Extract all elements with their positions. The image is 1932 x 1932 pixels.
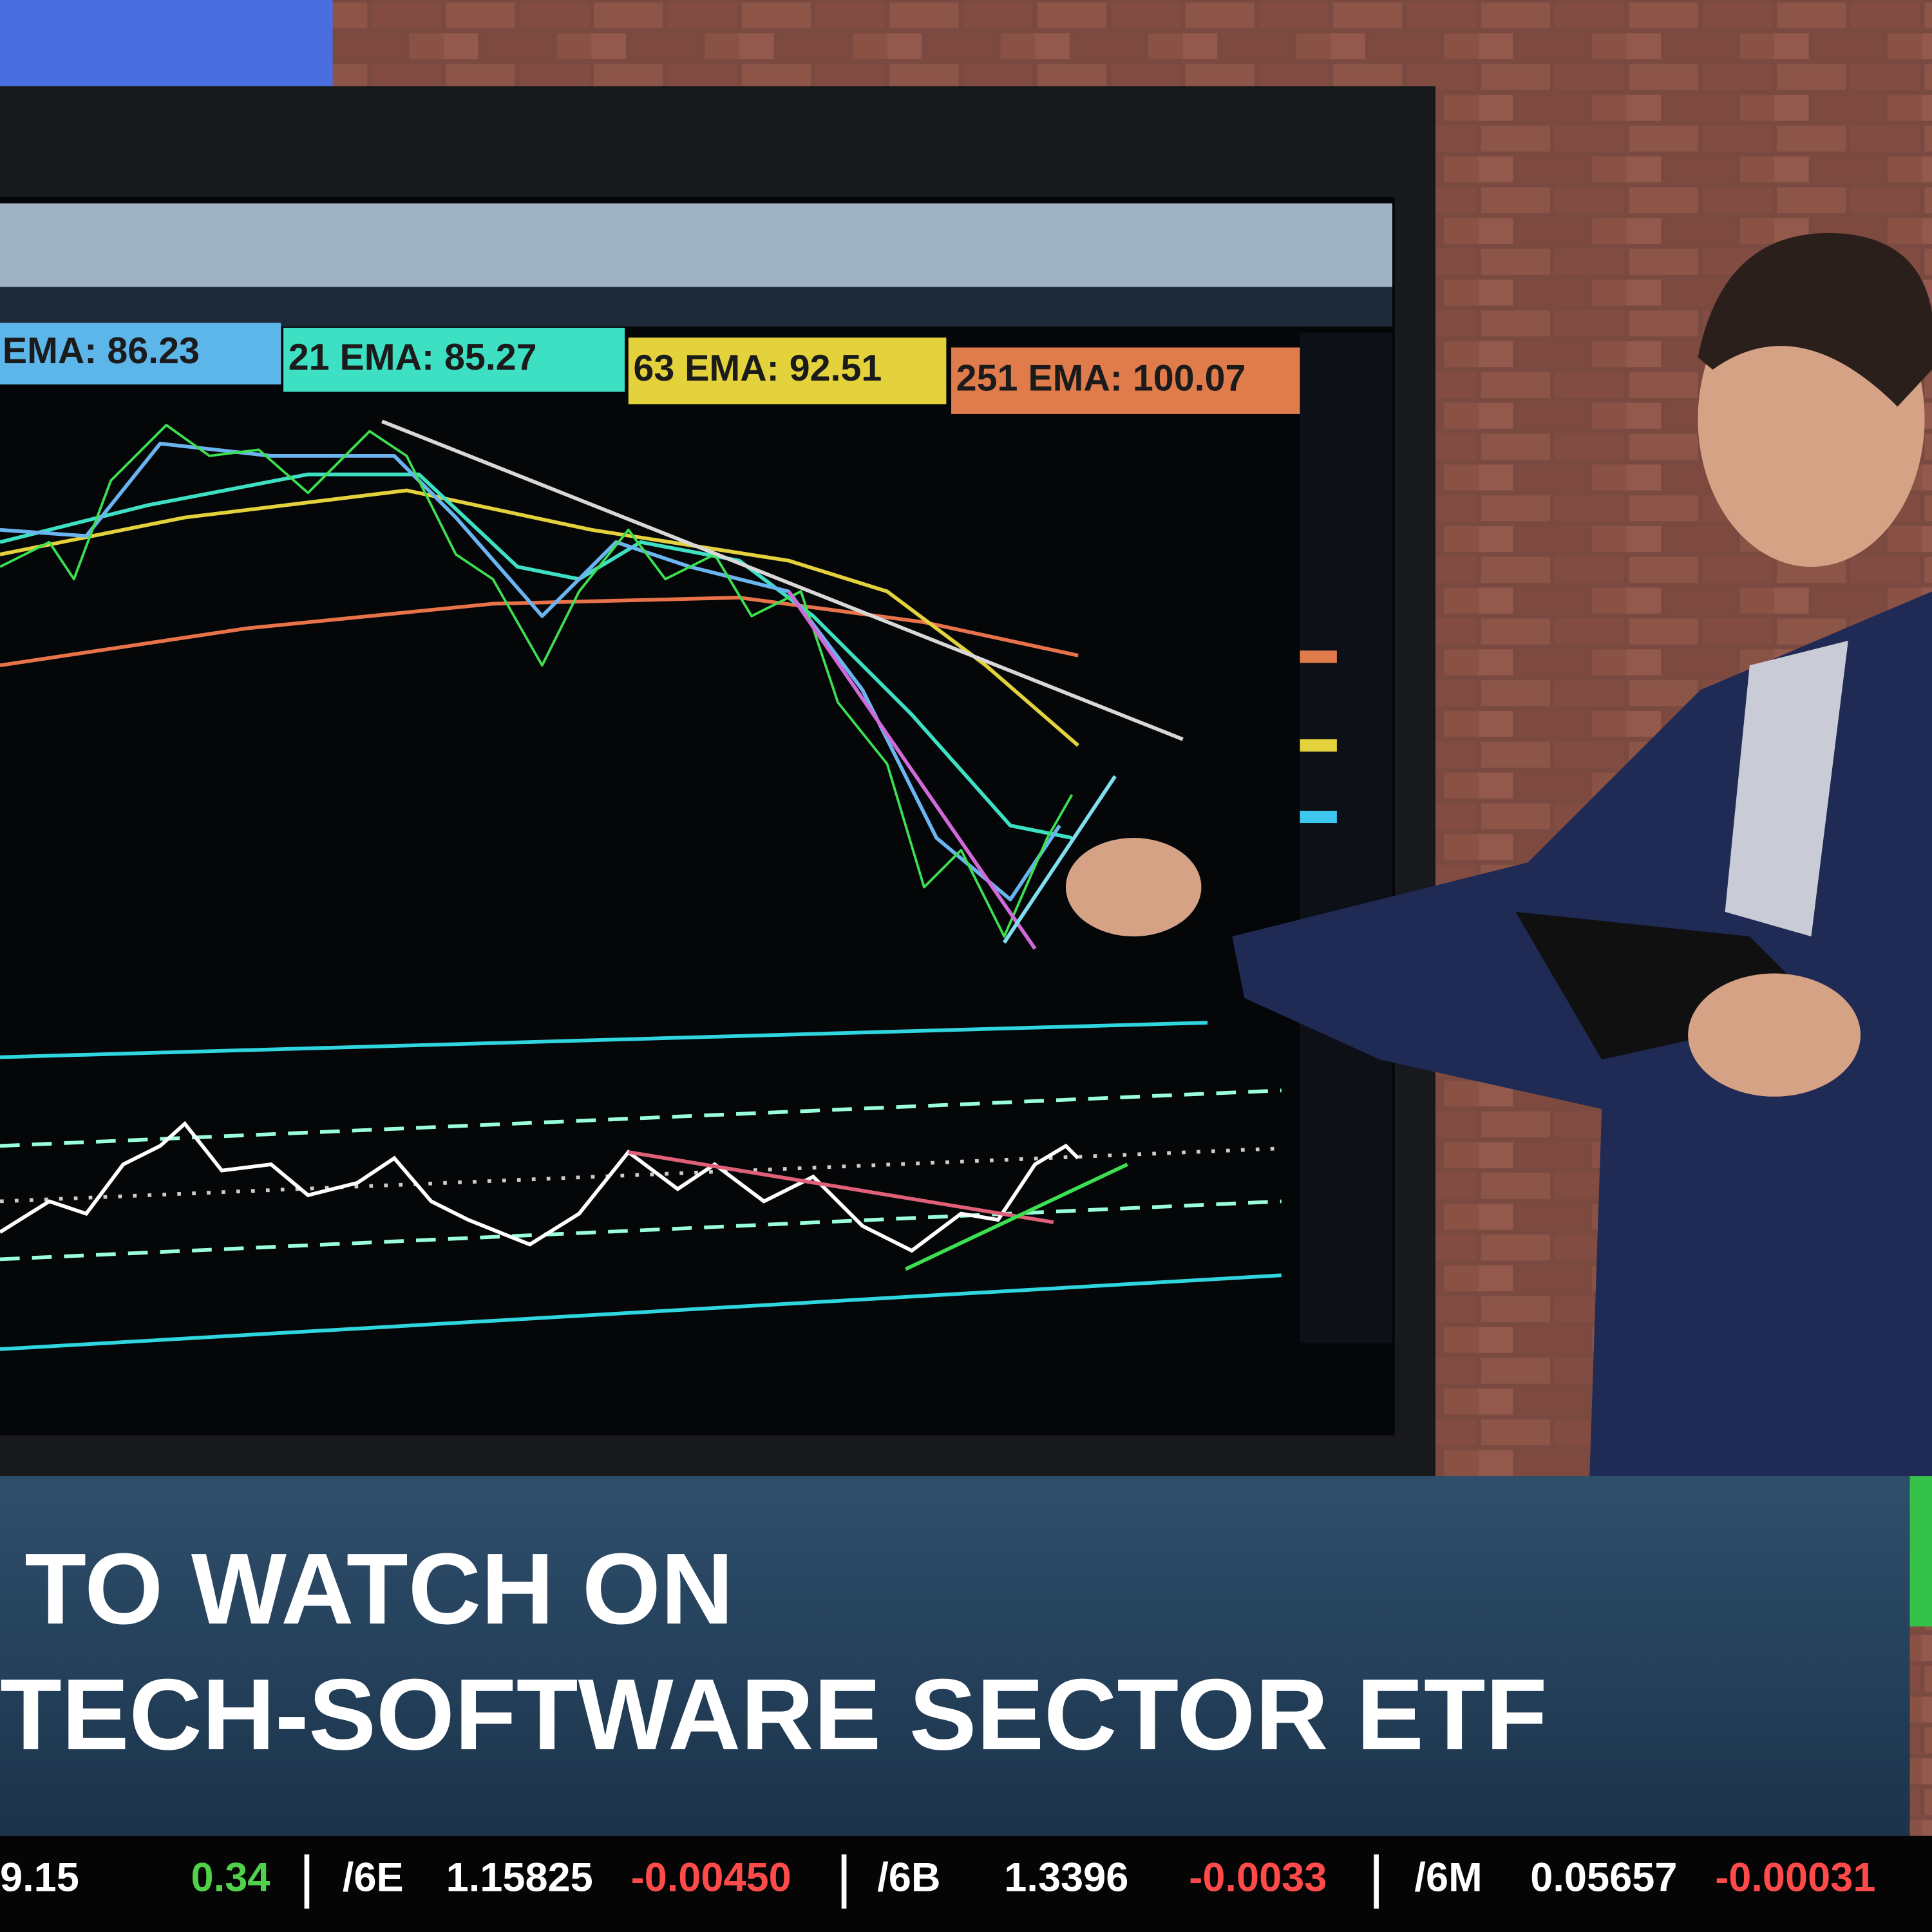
lower-third bbox=[0, 1476, 1910, 1836]
price-axis bbox=[1300, 332, 1392, 1343]
headline: TO WATCH ON bbox=[24, 1533, 734, 1645]
ticker-item: 1.15825 bbox=[446, 1855, 593, 1900]
ema-label-box bbox=[0, 323, 281, 384]
axis-marker bbox=[1300, 650, 1337, 663]
ticker-item: -0.0033 bbox=[1189, 1855, 1327, 1900]
ticker-bar bbox=[0, 1835, 1932, 1932]
ticker-item: -0.00450 bbox=[631, 1855, 791, 1900]
axis-marker bbox=[1300, 739, 1337, 752]
accent-bar bbox=[1909, 1476, 1932, 1627]
trend-line bbox=[628, 1150, 1054, 1224]
trend-line bbox=[1002, 775, 1117, 944]
band-line bbox=[0, 1273, 1282, 1351]
band-line bbox=[0, 1021, 1208, 1059]
ticker-separator bbox=[304, 1854, 310, 1909]
ema-label: 63 EMA: 92.51 bbox=[633, 348, 882, 389]
ticker-separator bbox=[1374, 1854, 1379, 1909]
trend-line bbox=[787, 590, 1037, 950]
dashed-line bbox=[0, 1088, 1282, 1148]
ticker-item: 1.3396 bbox=[1004, 1855, 1128, 1900]
trend-line bbox=[381, 419, 1184, 741]
ema-label: 21 EMA: 85.27 bbox=[289, 337, 537, 378]
ticker-item: 0.34 bbox=[191, 1855, 270, 1900]
dashed-line bbox=[0, 1199, 1282, 1262]
toolbar-icons bbox=[0, 287, 1392, 327]
oscillator bbox=[0, 1021, 1282, 1351]
ema-9-line bbox=[0, 441, 1061, 902]
price-chart bbox=[0, 419, 1184, 950]
ema-251-line bbox=[0, 596, 1079, 668]
shirt bbox=[1725, 640, 1848, 937]
ticker-separator bbox=[841, 1854, 847, 1909]
ticker-item: -0.00031 bbox=[1715, 1855, 1875, 1900]
headline: TECH-SOFTWARE SECTOR ETF bbox=[0, 1658, 1548, 1771]
ticker: 9.15 0.34/6E 1.15825 -0.00450/6B 1.3396 -0.00… bbox=[0, 1854, 1875, 1909]
ticker-item: /6M bbox=[1414, 1855, 1482, 1900]
ticker-item: 0.05657 bbox=[1530, 1855, 1677, 1900]
ticker-item: 9.15 bbox=[0, 1855, 79, 1900]
presenter bbox=[1065, 232, 1932, 1479]
ema-label-box bbox=[283, 327, 625, 392]
hair bbox=[1698, 232, 1932, 407]
ticker-item: /6E bbox=[343, 1855, 404, 1900]
hand bbox=[1065, 838, 1202, 937]
ema-label-box bbox=[628, 337, 947, 404]
ema-label: EMA: 86.23 bbox=[3, 330, 200, 372]
toolbar bbox=[0, 203, 1392, 287]
oscillator-line bbox=[0, 1121, 1080, 1253]
ticker-item: /6B bbox=[877, 1855, 940, 1900]
ema-21-line bbox=[0, 472, 1073, 840]
hand bbox=[1688, 973, 1861, 1097]
ema-label-box bbox=[951, 347, 1300, 414]
ema-label: 251 EMA: 100.07 bbox=[956, 357, 1246, 399]
trend-line bbox=[905, 1162, 1128, 1271]
price-line bbox=[0, 424, 1074, 938]
axis-marker bbox=[1300, 810, 1337, 824]
blue-panel bbox=[0, 0, 333, 99]
